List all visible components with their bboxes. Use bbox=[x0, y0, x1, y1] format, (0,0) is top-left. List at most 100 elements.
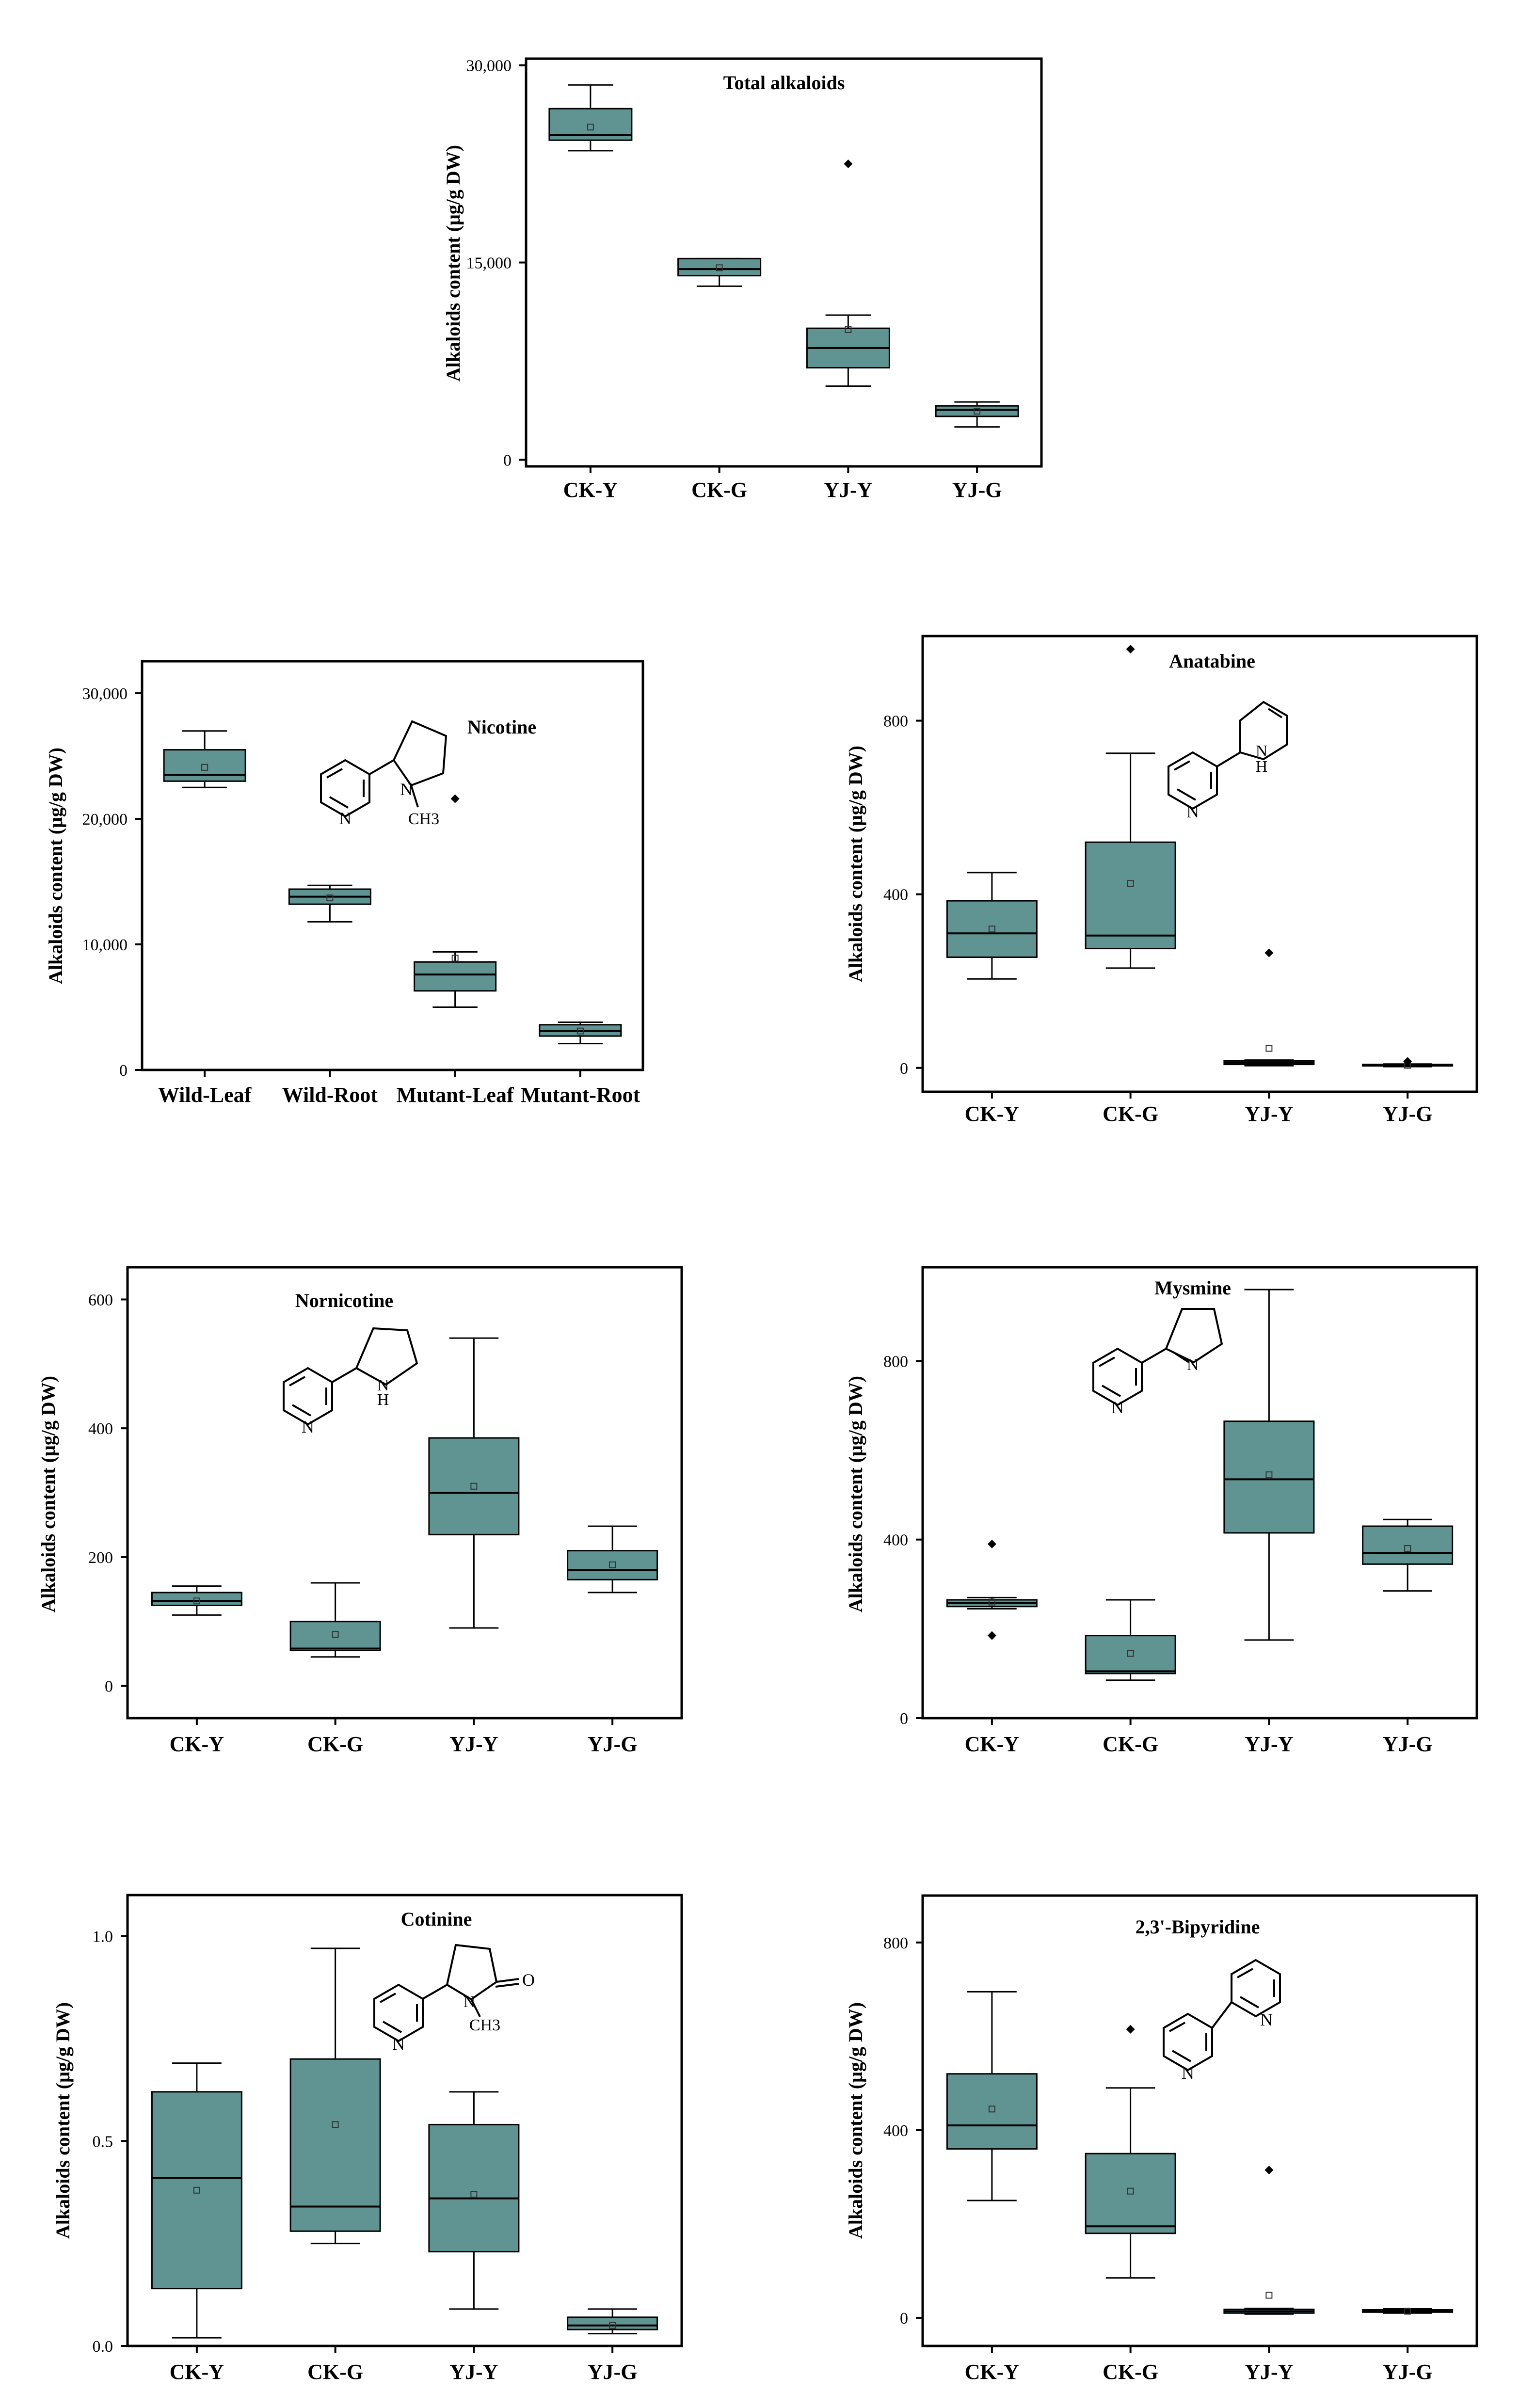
x-axis: CK-Y CK-G YJ-Y YJ-G bbox=[965, 1092, 1433, 1126]
plot-frame bbox=[126, 1266, 683, 1720]
y-tick-label: 800 bbox=[883, 1353, 908, 1371]
box-yj-g bbox=[1362, 1518, 1454, 1592]
y-axis-label: Alkaloids content (μg/g DW) bbox=[845, 746, 866, 982]
box-mutant-root bbox=[539, 1021, 622, 1045]
outlier-point bbox=[1126, 2025, 1135, 2034]
atom-label: N bbox=[339, 809, 352, 828]
y-axis-label: Alkaloids content (μg/g DW) bbox=[442, 145, 464, 382]
iqr-box bbox=[414, 961, 497, 992]
x-tick-label: CK-Y bbox=[170, 1732, 224, 1756]
panel-nicotine: Nicotine Alkaloids content (μg/g DW) 0 10… bbox=[45, 660, 644, 1107]
plot-frame bbox=[126, 1894, 683, 2347]
plot-frame bbox=[141, 660, 644, 1071]
x-tick-label: YJ-Y bbox=[1245, 2360, 1293, 2384]
atom-label: N bbox=[1186, 802, 1199, 821]
x-tick-label: YJ-Y bbox=[449, 2360, 498, 2384]
iqr-box bbox=[1085, 2153, 1176, 2234]
plot-frame bbox=[921, 1894, 1478, 2347]
y-tick-label: 0 bbox=[900, 1710, 908, 1728]
box-yj-g bbox=[1362, 1057, 1454, 1069]
chart-title: Mysmine bbox=[1154, 1277, 1231, 1299]
mean-marker bbox=[332, 1631, 339, 1638]
iqr-box bbox=[151, 1592, 242, 1606]
iqr-box bbox=[567, 1550, 658, 1580]
y-tick-label: 0 bbox=[119, 1062, 128, 1080]
mean-marker bbox=[576, 1027, 584, 1035]
x-axis: CK-Y CK-G YJ-Y YJ-G bbox=[965, 1718, 1433, 1756]
y-tick-label: 600 bbox=[88, 1291, 113, 1309]
atom-label: H bbox=[1256, 758, 1268, 776]
atom-label: N bbox=[392, 2034, 405, 2054]
y-tick-label: 400 bbox=[88, 1420, 113, 1438]
outlier-point bbox=[987, 1631, 996, 1640]
x-tick-label: CK-G bbox=[1103, 1102, 1158, 1126]
y-tick-label: 20,000 bbox=[82, 811, 128, 829]
nicotine-structure: N N CH3 bbox=[320, 720, 448, 828]
atom-label: N bbox=[464, 1993, 476, 2011]
y-tick-label: 400 bbox=[883, 1531, 908, 1549]
y-tick-label: 0 bbox=[900, 1060, 908, 1078]
mean-marker bbox=[988, 1598, 995, 1606]
x-axis: CK-Y CK-G YJ-Y YJ-G bbox=[170, 1718, 637, 1756]
boxes bbox=[946, 1991, 1454, 2315]
panel-anatabine: Anatabine Alkaloids content (μg/g DW) 0 4… bbox=[845, 635, 1478, 1126]
mean-marker bbox=[193, 2186, 200, 2194]
atom-label: N bbox=[1111, 1398, 1124, 1417]
box-ck-g bbox=[289, 1947, 381, 2245]
box-ck-y bbox=[946, 1539, 1038, 1640]
x-tick-label: Mutant-Root bbox=[520, 1083, 640, 1107]
mean-marker bbox=[470, 1483, 478, 1490]
boxes bbox=[151, 1337, 658, 1658]
y-tick-label: 15,000 bbox=[466, 255, 512, 272]
y-tick-label: 0.0 bbox=[93, 2338, 113, 2356]
mean-marker bbox=[332, 2121, 339, 2128]
iqr-box bbox=[946, 2073, 1038, 2150]
x-tick-label: YJ-Y bbox=[824, 478, 872, 502]
outlier-point bbox=[844, 159, 853, 169]
panel-cotinine: Cotinine Alkaloids content (μg/g DW) 0.0… bbox=[52, 1894, 683, 2384]
boxes bbox=[151, 1947, 658, 2339]
iqr-box bbox=[935, 405, 1019, 417]
x-tick-label: CK-G bbox=[1103, 1732, 1158, 1756]
iqr-box bbox=[289, 2058, 381, 2232]
box-yj-y bbox=[428, 2091, 520, 2310]
y-tick-label: 10,000 bbox=[82, 936, 128, 954]
mean-marker bbox=[974, 408, 981, 415]
atom-label: N bbox=[377, 1376, 389, 1394]
box-ck-g bbox=[1085, 1599, 1176, 1681]
bipyridine-structure: N N bbox=[1163, 1959, 1281, 2083]
mean-marker bbox=[609, 2322, 616, 2329]
outlier-point bbox=[1264, 2166, 1274, 2175]
boxes bbox=[946, 1289, 1454, 1681]
mean-marker bbox=[1265, 1045, 1273, 1052]
y-tick-label: 0 bbox=[900, 2310, 908, 2328]
x-axis: CK-Y CK-G YJ-Y YJ-G bbox=[563, 466, 1002, 502]
outlier-point bbox=[1264, 948, 1274, 957]
y-tick-label: 800 bbox=[883, 1934, 908, 1952]
x-tick-label: YJ-G bbox=[588, 2360, 638, 2384]
x-axis: CK-Y CK-G YJ-Y YJ-G bbox=[965, 2346, 1432, 2384]
mean-marker bbox=[1127, 880, 1134, 887]
panel-mysmine: Mysmine Alkaloids content (μg/g DW) 0 400… bbox=[845, 1266, 1478, 1756]
y-axis: 0 15,000 30,000 bbox=[466, 57, 526, 469]
x-tick-label: YJ-G bbox=[1383, 1732, 1433, 1756]
x-tick-label: CK-G bbox=[307, 2360, 363, 2384]
y-axis: 0 10,000 20,000 30,000 bbox=[82, 685, 142, 1080]
box-ck-g bbox=[1085, 644, 1176, 969]
x-tick-label: YJ-G bbox=[952, 478, 1002, 502]
x-tick-label: CK-Y bbox=[965, 1102, 1019, 1126]
iqr-box bbox=[151, 2091, 242, 2290]
y-tick-label: 200 bbox=[88, 1549, 113, 1567]
y-axis: 0 400 800 bbox=[883, 1353, 923, 1728]
box-yj-g bbox=[567, 1525, 658, 1594]
y-tick-label: 1.0 bbox=[93, 1928, 113, 1946]
box-yj-g bbox=[935, 401, 1019, 428]
boxes bbox=[946, 644, 1454, 1069]
x-tick-label: CK-G bbox=[691, 478, 747, 502]
mean-marker bbox=[587, 124, 594, 131]
mean-marker bbox=[1404, 1545, 1411, 1552]
mysmine-structure: N N bbox=[1092, 1308, 1223, 1417]
box-ck-y bbox=[151, 1585, 242, 1616]
chart-title: Cotinine bbox=[401, 1908, 472, 1930]
x-tick-label: YJ-G bbox=[1383, 1102, 1433, 1126]
